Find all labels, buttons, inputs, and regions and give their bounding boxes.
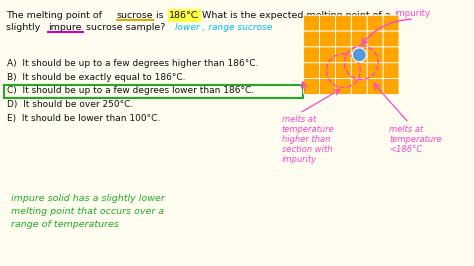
FancyBboxPatch shape — [351, 47, 367, 63]
FancyBboxPatch shape — [367, 15, 383, 31]
Text: temperature: temperature — [282, 125, 335, 134]
Text: <186°C: <186°C — [389, 145, 422, 154]
FancyBboxPatch shape — [304, 78, 319, 94]
Text: slightly: slightly — [6, 23, 44, 32]
FancyBboxPatch shape — [351, 31, 367, 47]
Text: The melting point of: The melting point of — [6, 11, 105, 20]
Text: . What is the expected melting point of a: . What is the expected melting point of … — [196, 11, 391, 20]
FancyBboxPatch shape — [351, 63, 367, 78]
FancyBboxPatch shape — [336, 63, 351, 78]
Text: D)  It should be over 250°C.: D) It should be over 250°C. — [8, 100, 134, 109]
FancyBboxPatch shape — [304, 63, 319, 78]
Text: temperature: temperature — [389, 135, 442, 144]
Text: melting point that occurs over a: melting point that occurs over a — [11, 207, 164, 216]
Text: is: is — [154, 11, 167, 20]
FancyBboxPatch shape — [351, 15, 367, 31]
FancyBboxPatch shape — [383, 63, 399, 78]
FancyBboxPatch shape — [336, 47, 351, 63]
Text: E)  It should be lower than 100°C.: E) It should be lower than 100°C. — [8, 114, 161, 123]
Text: impure: impure — [48, 23, 82, 32]
FancyBboxPatch shape — [367, 78, 383, 94]
Text: sucrose: sucrose — [117, 11, 153, 20]
Text: 186°C: 186°C — [169, 11, 199, 20]
Text: C)  It should be up to a few degrees lower than 186°C.: C) It should be up to a few degrees lowe… — [8, 86, 255, 95]
FancyBboxPatch shape — [336, 78, 351, 94]
FancyBboxPatch shape — [351, 78, 367, 94]
Circle shape — [352, 48, 366, 62]
FancyBboxPatch shape — [336, 15, 351, 31]
Text: impurity: impurity — [394, 9, 430, 18]
Text: range of temperatures: range of temperatures — [11, 220, 119, 229]
Text: lower , range sucrose: lower , range sucrose — [175, 23, 273, 32]
FancyBboxPatch shape — [319, 15, 336, 31]
Text: sucrose sample?: sucrose sample? — [83, 23, 165, 32]
Text: melts at: melts at — [282, 115, 316, 124]
Text: impurity: impurity — [282, 155, 317, 164]
Text: B)  It should be exactly equal to 186°C.: B) It should be exactly equal to 186°C. — [8, 73, 186, 82]
FancyBboxPatch shape — [367, 47, 383, 63]
FancyBboxPatch shape — [367, 63, 383, 78]
FancyBboxPatch shape — [319, 63, 336, 78]
FancyBboxPatch shape — [383, 31, 399, 47]
Text: impure solid has a slightly lower: impure solid has a slightly lower — [11, 194, 165, 203]
FancyBboxPatch shape — [319, 78, 336, 94]
FancyBboxPatch shape — [383, 47, 399, 63]
FancyBboxPatch shape — [319, 31, 336, 47]
FancyBboxPatch shape — [383, 78, 399, 94]
FancyBboxPatch shape — [336, 31, 351, 47]
FancyBboxPatch shape — [383, 15, 399, 31]
Text: melts at: melts at — [389, 125, 423, 134]
FancyBboxPatch shape — [304, 15, 319, 31]
Text: A)  It should be up to a few degrees higher than 186°C.: A) It should be up to a few degrees high… — [8, 59, 259, 68]
Text: section with: section with — [282, 145, 332, 154]
FancyBboxPatch shape — [304, 47, 319, 63]
FancyBboxPatch shape — [319, 47, 336, 63]
FancyBboxPatch shape — [304, 31, 319, 47]
Text: higher than: higher than — [282, 135, 330, 144]
FancyBboxPatch shape — [367, 31, 383, 47]
